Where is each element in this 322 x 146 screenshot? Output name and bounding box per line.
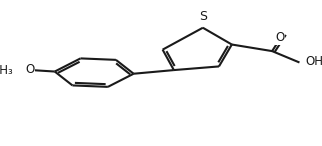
Text: OH: OH [305,55,322,68]
Text: CH₃: CH₃ [0,64,13,77]
Text: O: O [276,31,285,45]
Text: O: O [25,63,34,76]
Text: S: S [199,10,207,23]
